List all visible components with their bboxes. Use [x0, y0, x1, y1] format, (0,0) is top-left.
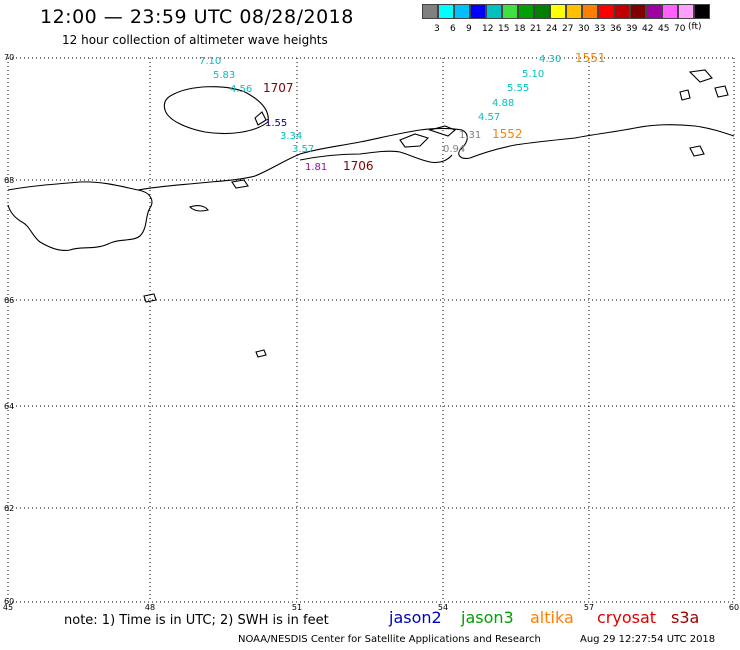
latitude-label: 62 — [4, 504, 14, 513]
scale-swatch — [534, 4, 550, 19]
latitude-label: 70 — [4, 53, 14, 62]
satellite-s3a: s3a — [671, 608, 700, 627]
wave-height-label: 5.83 — [213, 70, 235, 81]
wave-height-label: 1552 — [492, 127, 523, 141]
scale-swatch — [678, 4, 694, 19]
scale-swatch — [598, 4, 614, 19]
wave-height-label: 1706 — [343, 159, 374, 173]
scale-unit: (ft) — [688, 22, 702, 32]
longitude-label: 54 — [438, 603, 448, 612]
scale-label: 9 — [466, 24, 472, 34]
wave-height-label: 1707 — [263, 81, 294, 95]
scale-label: 15 — [498, 24, 510, 34]
wave-height-label: 0.94 — [443, 144, 465, 155]
scale-swatch — [662, 4, 678, 19]
scale-swatch — [438, 4, 454, 19]
latitude-label: 60 — [4, 597, 14, 606]
longitude-label: 60 — [729, 603, 739, 612]
wave-height-label: 5.55 — [507, 83, 529, 94]
scale-swatch — [470, 4, 486, 19]
scale-swatch — [694, 4, 710, 19]
scale-label: 70 — [674, 24, 686, 34]
wave-height-label: 4.57 — [478, 112, 500, 123]
latitude-label: 68 — [4, 176, 14, 185]
satellite-jason3: jason3 — [461, 608, 514, 627]
wave-height-label: 1551 — [575, 51, 606, 65]
latitude-label: 66 — [4, 296, 14, 305]
longitude-label: 57 — [584, 603, 594, 612]
wave-height-label: 1.55 — [265, 118, 287, 129]
satellite-altika: altika — [530, 608, 574, 627]
longitude-labels: 45 48 51 54 57 60 — [3, 603, 739, 612]
scale-swatch — [550, 4, 566, 19]
wave-height-label: 4.56 — [230, 84, 252, 95]
scale-swatch — [422, 4, 438, 19]
map-frame — [7, 57, 735, 603]
scale-label: 27 — [562, 24, 574, 34]
scale-label: 21 — [530, 24, 542, 34]
scale-label: 18 — [514, 24, 526, 34]
wave-height-label: 7.10 — [199, 56, 221, 67]
scale-label: 3 — [434, 24, 440, 34]
wave-height-label: 1.81 — [305, 162, 327, 173]
wave-height-label: 5.10 — [522, 69, 544, 80]
wave-height-color-scale: 3 6 9 12 15 18 21 24 27 30 33 36 39 42 45 70 (ft) — [422, 4, 710, 34]
scale-swatch — [646, 4, 662, 19]
page-title: 12:00 — 23:59 UTC 08/28/2018 — [40, 6, 354, 28]
longitude-label: 51 — [292, 603, 302, 612]
scale-label: 30 — [578, 24, 590, 34]
longitude-label: 45 — [3, 603, 13, 612]
satellite-jason2: jason2 — [389, 608, 442, 627]
scale-swatch — [502, 4, 518, 19]
scale-label: 39 — [626, 24, 638, 34]
coastline — [7, 69, 735, 358]
scale-swatch — [518, 4, 534, 19]
wave-height-label: 1.31 — [459, 130, 481, 141]
latitude-labels: 70 68 66 64 62 60 — [4, 53, 14, 606]
wave-height-annotations: 7.10 5.83 4.56 1707 1.55 3.34 3.57 1.81 1706 4.30… — [199, 51, 606, 173]
satellite-cryosat: cryosat — [597, 608, 657, 627]
scale-label: 6 — [450, 24, 456, 34]
latitude-label: 64 — [4, 402, 14, 411]
scale-label: 33 — [594, 24, 606, 34]
page-subtitle: 12 hour collection of altimeter wave hei… — [62, 33, 328, 47]
wave-height-label: 3.34 — [280, 131, 302, 142]
scale-label: 45 — [658, 24, 670, 34]
scale-swatch — [582, 4, 598, 19]
footer-note: note: 1) Time is in UTC; 2) SWH is in fe… — [64, 613, 329, 628]
scale-label: 42 — [642, 24, 654, 34]
scale-label: 24 — [546, 24, 558, 34]
scale-swatch — [454, 4, 470, 19]
scale-label: 36 — [610, 24, 622, 34]
scale-swatch — [614, 4, 630, 19]
scale-swatch — [486, 4, 502, 19]
wave-height-label: 4.30 — [539, 54, 561, 65]
scale-label: 12 — [482, 24, 494, 34]
timestamp: Aug 29 12:27:54 UTC 2018 — [580, 634, 716, 645]
wave-height-label: 3.57 — [292, 144, 314, 155]
credit-line: NOAA/NESDIS Center for Satellite Applica… — [238, 634, 541, 645]
scale-swatch — [566, 4, 582, 19]
longitude-label: 48 — [145, 603, 155, 612]
wave-height-label: 4.88 — [492, 98, 514, 109]
scale-swatch — [630, 4, 646, 19]
